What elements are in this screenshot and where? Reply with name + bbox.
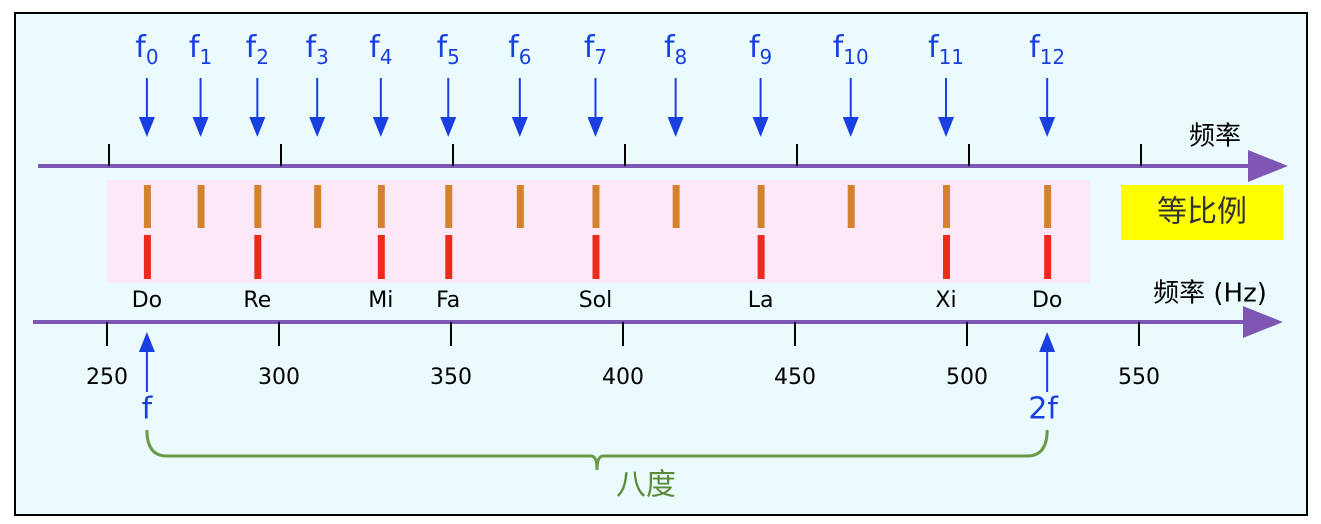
marker-index: 0 [146,45,159,69]
ratio-bar [377,185,385,228]
note-bar [943,235,951,279]
ratio-bar [943,185,951,228]
octave-end-label: f [142,392,154,427]
ratio-bar [672,185,680,228]
ratio-bar [592,185,600,228]
octave-brace [145,429,1049,471]
note-bar [757,235,765,279]
tick-label: 450 [774,365,816,390]
tick-label: 400 [602,365,644,390]
note-label: La [748,288,774,313]
note-label: Fa [436,288,460,313]
marker-index: 12 [1040,45,1065,69]
marker-name: f [306,30,318,65]
marker-index: 9 [760,45,773,69]
marker-index: 6 [519,45,532,69]
marker-name: f [1029,30,1041,65]
ratio-bar [197,185,205,228]
ratio-bar [847,185,855,228]
ratio-bar [1044,185,1052,228]
marker-index: 8 [675,45,688,69]
ratio-bar [143,185,151,228]
marker-name: f [928,30,940,65]
marker-label: f5 [437,30,460,69]
marker-label: f10 [833,30,869,69]
marker-name: f [833,30,845,65]
scale-badge [1121,185,1283,240]
octave-label: 八度 [616,468,676,503]
note-bar [445,235,453,279]
marker-index: 2 [256,45,269,69]
marker-name: f [189,30,201,65]
marker-name: f [135,30,147,65]
marker-name: f [369,30,381,65]
note-label: Do [132,288,162,313]
marker-label: f1 [189,30,212,69]
marker-name: f [664,30,676,65]
marker-name: f [508,30,520,65]
note-label: Do [1032,288,1062,313]
ratio-bar [516,185,524,228]
marker-label: f9 [749,30,772,69]
note-bar [254,235,262,279]
ratio-bar [254,185,262,228]
marker-index: 7 [594,45,607,69]
tick-label: 550 [1118,365,1160,390]
tick-label: 250 [86,365,128,390]
note-label: Xi [935,288,956,313]
marker-label: f0 [135,30,158,69]
note-bar [1044,235,1052,279]
marker-index: 4 [380,45,393,69]
marker-index: 1 [199,45,212,69]
marker-label: f7 [584,30,607,69]
marker-name: f [584,30,596,65]
note-label: Mi [368,288,393,313]
note-bar [377,235,385,279]
marker-label: f11 [928,30,964,69]
tick-label: 300 [258,365,300,390]
marker-index: 10 [843,45,868,69]
marker-label: f8 [664,30,687,69]
note-bar [143,235,151,279]
marker-index: 11 [939,45,964,69]
ratio-bar [314,185,322,228]
marker-name: f [749,30,761,65]
bottom-axis-label: 频率 (Hz) [1153,279,1267,309]
marker-label: f4 [369,30,392,69]
marker-label: f12 [1029,30,1065,69]
marker-name: f [437,30,449,65]
note-bar [592,235,600,279]
marker-label: f2 [246,30,269,69]
marker-label: f6 [508,30,531,69]
marker-name: f [246,30,258,65]
tick-label: 350 [430,365,472,390]
scale-label: 等比例 [1157,195,1247,230]
top-axis-label: 频率 [1189,122,1241,152]
tick-label: 500 [946,365,988,390]
note-label: Re [243,288,271,313]
marker-index: 3 [316,45,329,69]
marker-index: 5 [447,45,460,69]
ratio-bar [445,185,453,228]
marker-label: f3 [306,30,329,69]
ratio-bar [757,185,765,228]
note-label: Sol [579,288,613,313]
octave-end-label: 2f [1028,392,1059,427]
